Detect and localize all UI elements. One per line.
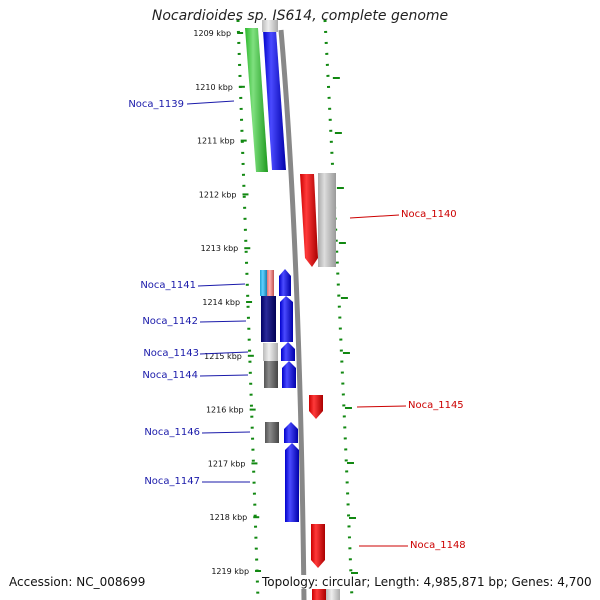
gene-label: Noca_1141 [140,280,196,291]
scale-tick-label: 1213 kbp [201,244,239,253]
outer-track-right [323,19,354,600]
gene-block-gray-plus [318,173,336,267]
gene-callout-line [199,320,247,323]
gene-callout-line [356,405,407,408]
gene-arrow-blue-6 [285,443,299,522]
accession-text: Accession: NC_008699 [9,575,146,589]
gene-arrow-blue-5 [284,422,298,443]
scale-tick-label: 1215 kbp [204,352,242,361]
gene-label: Noca_1147 [144,476,200,487]
gene-arrow-blue-3 [281,342,295,361]
gene-block-lightgray-top [262,20,278,32]
scale-ticks: 1209 kbp 1210 kbp 1211 kbp 1212 kbp 1213 kbp… [193,29,359,576]
scale-tick-label: 1217 kbp [208,459,246,468]
gene-label: Noca_1145 [408,400,464,411]
scale-tick-label: 1214 kbp [202,298,240,307]
gene-block-pink [267,270,274,296]
gene-label: Noca_1144 [142,370,198,381]
genome-backbone [278,29,307,600]
gene-callout-line [197,283,246,287]
scale-tick-label: 1219 kbp [211,567,249,576]
plus-strand-features [300,173,340,600]
gene-label: Noca_1148 [410,540,466,551]
gene-arrow-blue-1 [279,269,291,296]
gene-label: Noca_1139 [128,99,184,110]
gene-block-lightgray [263,343,278,361]
gene-label: Noca_1143 [143,348,199,359]
scale-tick-label: 1209 kbp [193,29,231,38]
gene-callout-line [349,214,400,219]
gene-block-darkgray-2 [265,422,279,443]
minus-strand-features [245,20,299,522]
gene-block-darkgray-1 [264,361,278,388]
gene-arrow-red-2 [309,395,323,419]
genome-title: Nocardioides sp. JS614, complete genome [151,8,449,24]
scale-tick-label: 1212 kbp [199,190,237,199]
gene-callout-line [186,100,235,105]
scale-tick-label: 1216 kbp [206,406,244,415]
gene-block-green [245,28,268,172]
gene-callouts: Noca_1139 Noca_1141 Noca_1142 Noca_1143 Noca… [128,99,465,551]
gene-block-blue [263,30,286,170]
gene-arrow-blue-4 [282,361,296,388]
scale-tick-label: 1218 kbp [210,513,248,522]
gene-block-cyan [260,270,267,296]
gene-callout-line [199,374,249,377]
gene-arrow-red-1 [300,174,318,267]
gene-label: Noca_1142 [142,316,198,327]
gene-callout-line [199,351,249,355]
topology-summary: Topology: circular; Length: 4,985,871 bp… [262,575,592,589]
scale-tick-label: 1210 kbp [195,83,233,92]
gene-arrow-blue-2 [280,296,293,342]
gene-label: Noca_1146 [144,427,200,438]
gene-arrow-red-3 [311,524,325,568]
gene-callout-line [201,431,251,434]
scale-tick-label: 1211 kbp [197,137,235,146]
gene-block-navy [261,296,276,342]
gene-label: Noca_1140 [401,209,457,220]
